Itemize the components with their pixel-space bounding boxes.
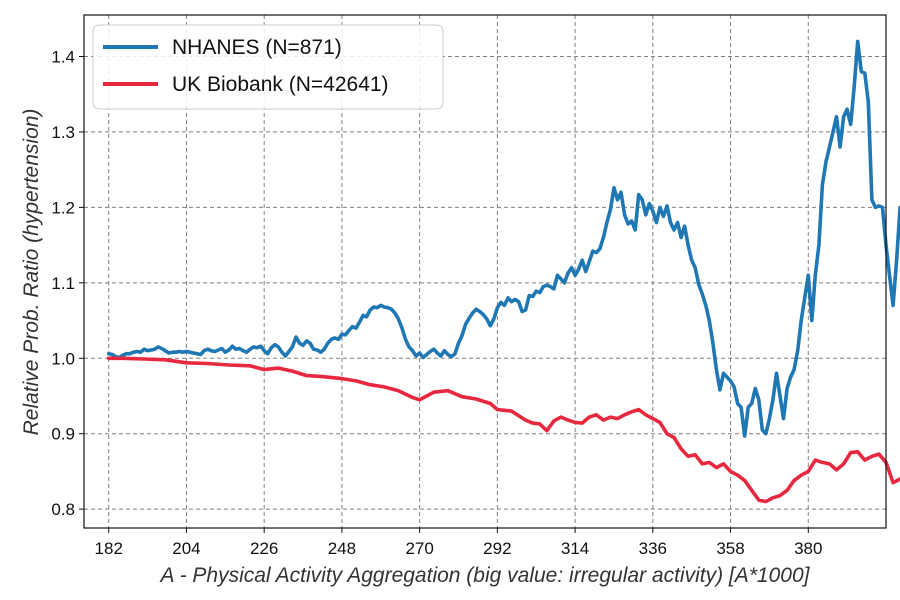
- y-tick-label: 1.2: [51, 198, 75, 217]
- legend-box: [92, 24, 444, 110]
- plot-frame: [83, 14, 887, 529]
- y-tick-label: 0.8: [51, 500, 75, 519]
- y-tick-labels: 0.8 0.9 1.0 1.1 1.2 1.3 1.4: [51, 47, 84, 519]
- x-tick-label: 270: [405, 539, 433, 558]
- y-axis-label: Relative Prob. Ratio (hypertension): [20, 109, 43, 436]
- x-axis-label: A - Physical Activity Aggregation (big v…: [159, 564, 811, 587]
- y-tick-label: 1.3: [51, 123, 75, 142]
- x-tick-label: 380: [794, 539, 822, 558]
- legend: NHANES (N=871) UK Biobank (N=42641): [92, 24, 444, 110]
- y-tick-label: 0.9: [51, 425, 75, 444]
- nhanes-line: [106, 39, 900, 438]
- x-tick-label: 358: [716, 539, 744, 558]
- x-tick-label: 204: [172, 539, 200, 558]
- x-tick-label: 336: [639, 539, 667, 558]
- x-tick-label: 226: [250, 539, 278, 558]
- y-tick-label: 1.4: [51, 47, 75, 66]
- x-tick-label: 248: [328, 539, 356, 558]
- x-tick-label: 292: [483, 539, 511, 558]
- x-tick-labels: 182 204 226 248 270 292 314 336 358 380: [95, 528, 822, 558]
- series-lines: [106, 39, 900, 504]
- legend-label-ukbiobank: UK Biobank (N=42641): [172, 73, 389, 96]
- y-tick-label: 1.0: [51, 349, 75, 368]
- x-tick-label: 314: [561, 539, 589, 558]
- ukbiobank-line: [106, 356, 900, 504]
- legend-label-nhanes: NHANES (N=871): [172, 36, 342, 59]
- x-tick-label: 182: [95, 539, 123, 558]
- y-tick-label: 1.1: [51, 274, 75, 293]
